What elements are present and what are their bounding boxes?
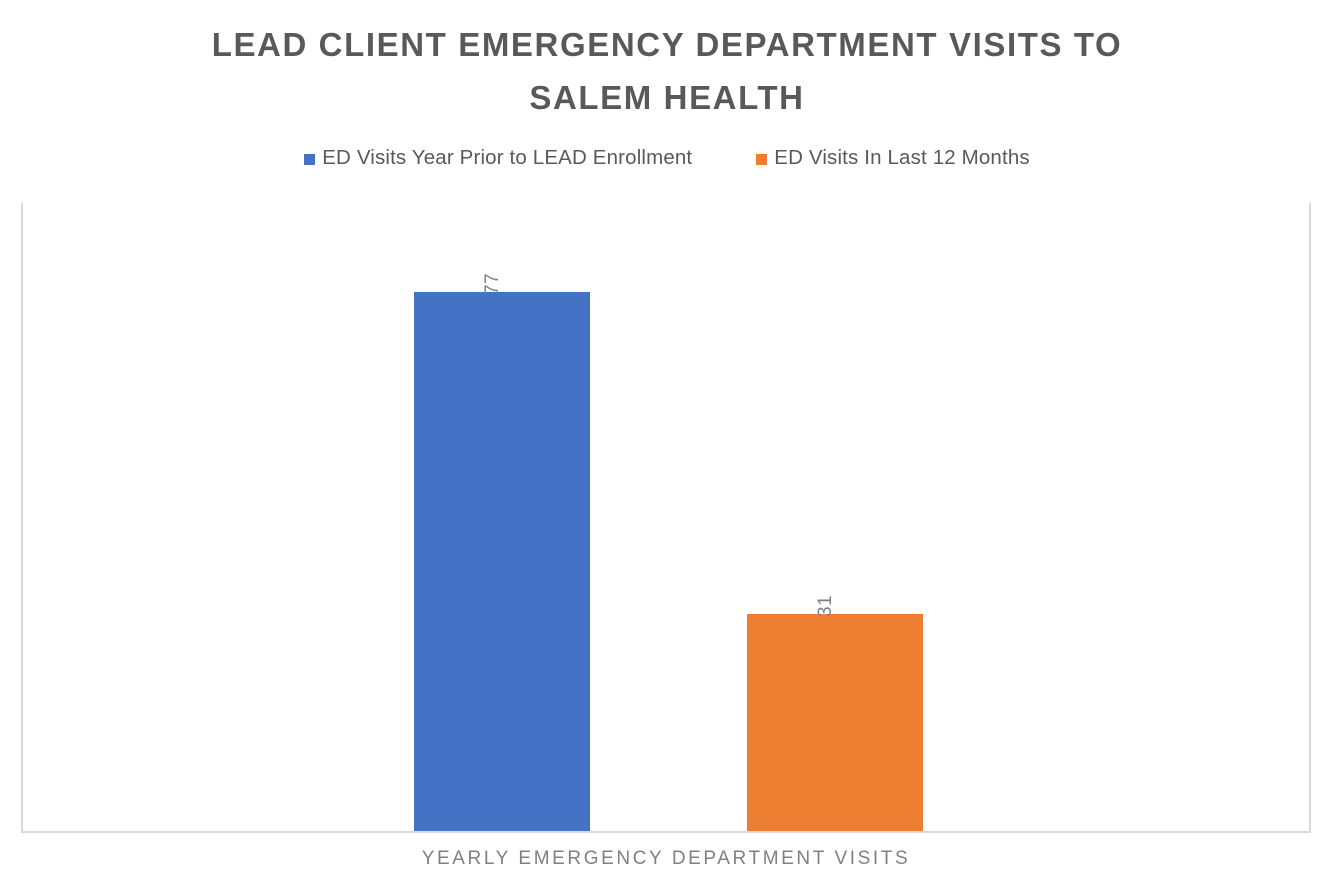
legend-label: ED Visits Year Prior to LEAD Enrollment	[322, 146, 693, 169]
legend-swatch-square-icon	[304, 153, 316, 165]
legend-label: ED Visits In Last 12 Months	[774, 146, 1030, 169]
legend-swatch-square-icon	[756, 153, 768, 165]
bars-layer: 77 31	[23, 203, 1309, 831]
chart-legend: ED Visits Year Prior to LEAD Enrollment …	[0, 146, 1334, 170]
legend-item-ed-visits-year-prior[interactable]: ED Visits Year Prior to LEAD Enrollment	[304, 146, 692, 170]
legend-item-ed-visits-last-12-months[interactable]: ED Visits In Last 12 Months	[756, 146, 1030, 170]
bar-value-label: 77	[482, 273, 503, 295]
bar-ed-visits-year-prior[interactable]: 77	[414, 273, 590, 831]
x-axis-title: YEARLY EMERGENCY DEPARTMENT VISITS	[421, 848, 911, 869]
bar-ed-visits-last-12-months[interactable]: 31	[747, 595, 923, 831]
bar-value-label: 31	[815, 595, 836, 617]
plot-area: 77 31	[21, 203, 1311, 833]
chart-title: LEAD CLIENT EMERGENCY DEPARTMENT VISITS …	[211, 26, 1123, 116]
